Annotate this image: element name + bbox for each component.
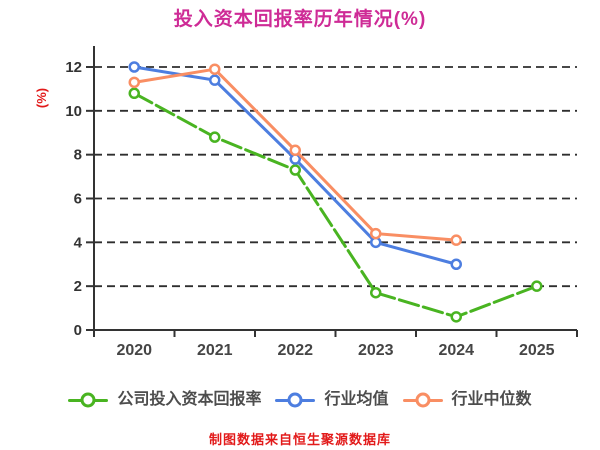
data-point-marker	[370, 227, 382, 240]
x-tick-label: 2021	[197, 342, 233, 359]
data-point-marker	[289, 164, 301, 176]
chart-legend: 公司投入资本回报率 行业均值 行业中位数	[0, 386, 600, 414]
x-tick-label: 2025	[519, 342, 555, 359]
series-line-公司投入资本回报率	[132, 91, 539, 319]
legend-line-swatch-orange	[402, 392, 443, 408]
x-tick-label: 2020	[116, 342, 152, 359]
y-tick-label: 2	[74, 278, 82, 295]
data-point-marker	[209, 131, 221, 143]
data-point-marker	[128, 87, 140, 100]
y-tick-label: 0	[74, 322, 82, 339]
legend-line-swatch-green	[68, 392, 109, 408]
data-point-marker	[128, 61, 140, 73]
y-tick-label: 12	[65, 59, 82, 76]
data-point-marker	[370, 286, 382, 299]
data-point-marker	[209, 74, 221, 86]
x-tick-label: 2023	[358, 342, 394, 359]
data-point-marker	[128, 76, 140, 89]
data-point-marker	[209, 63, 221, 75]
data-point-marker	[289, 144, 301, 157]
y-tick-label: 10	[65, 103, 82, 120]
legend-circle-marker-blue	[287, 392, 303, 408]
legend-circle-marker-green	[80, 392, 96, 408]
legend-line-swatch-blue	[275, 392, 316, 408]
legend-circle-marker-orange	[415, 392, 430, 408]
legend-item-company-roic[interactable]: 公司投入资本回报率	[68, 392, 261, 408]
y-tick-label: 6	[74, 191, 82, 208]
legend-label: 公司投入资本回报率	[117, 391, 262, 408]
x-tick-label: 2024	[438, 342, 474, 359]
legend-label: 行业均值	[324, 391, 389, 408]
data-source-note: 制图数据来自恒生聚源数据库	[208, 432, 391, 447]
data-point-marker	[450, 258, 462, 270]
data-point-marker	[450, 311, 462, 323]
chart-title: 投入资本回报率历年情况(%)	[173, 9, 427, 30]
data-point-marker	[450, 234, 462, 246]
y-tick-label: 4	[74, 234, 83, 251]
legend-item-industry-median[interactable]: 行业中位数	[402, 391, 532, 408]
y-axis-unit-label: (%)	[34, 88, 49, 108]
y-tick-label: 8	[74, 147, 82, 164]
x-tick-label: 2022	[277, 342, 313, 359]
data-point-marker	[531, 280, 543, 292]
legend-label: 行业中位数	[451, 391, 532, 408]
legend-item-industry-mean[interactable]: 行业均值	[275, 391, 389, 408]
